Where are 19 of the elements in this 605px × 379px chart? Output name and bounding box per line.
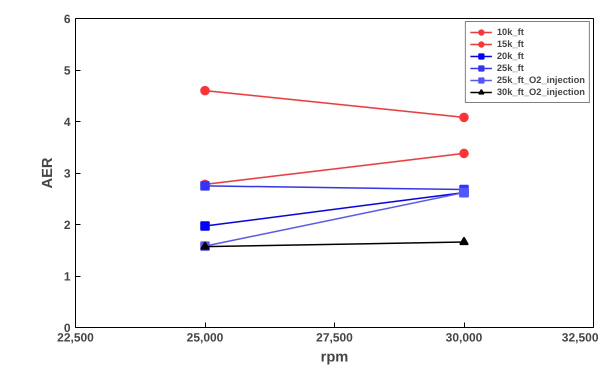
x-tick-label: 22,500 <box>57 330 94 344</box>
y-tick-label: 6 <box>64 12 71 26</box>
legend-label: 20k_ft <box>496 50 524 62</box>
x-tick-label: 32,500 <box>562 330 599 344</box>
legend-label: 25k_ft_O2_injection <box>496 74 585 86</box>
x-tick-label: 25,000 <box>186 330 224 344</box>
x-tick-label: 30,000 <box>446 330 483 344</box>
legend-label: 15k_ft <box>496 38 524 50</box>
legend-label: 25k_ft <box>496 62 524 74</box>
legend-label: 30k_ft_O2_injection <box>496 86 585 98</box>
y-tick-label: 3 <box>64 166 71 180</box>
y-axis-title: AER <box>40 157 56 188</box>
y-tick-label: 4 <box>64 115 71 129</box>
legend-label: 10k_ft <box>496 26 524 38</box>
y-tick-label: 2 <box>64 218 71 232</box>
x-axis-title: rpm <box>320 350 348 366</box>
y-tick-label: 5 <box>64 64 71 78</box>
x-tick-label: 27,500 <box>316 330 354 344</box>
y-tick-label: 1 <box>64 270 71 284</box>
